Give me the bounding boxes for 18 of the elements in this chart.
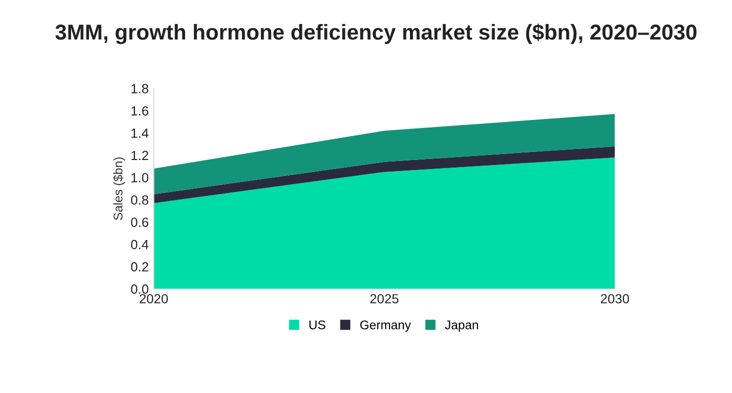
y-tick-label: 1.4 — [132, 128, 148, 138]
y-tick-label: 0.4 — [131, 240, 148, 250]
y-tick-label: 0.2 — [131, 262, 148, 272]
y-tick-label: 0.0 — [131, 284, 148, 294]
y-axis-title: Sales ($bn) — [113, 157, 125, 220]
x-tick-label: 2020 — [140, 294, 168, 304]
y-tick-label: 1.2 — [132, 150, 148, 160]
y-tick-label: 1.8 — [132, 84, 148, 94]
x-tick-label: 2030 — [600, 294, 630, 304]
y-tick-label: 1.6 — [132, 106, 148, 116]
legend-label: Germany — [360, 320, 412, 332]
y-tick-label: 1.0 — [132, 173, 148, 182]
y-tick-label: 0.8 — [131, 195, 148, 205]
legend-label: US — [309, 320, 326, 330]
legend-label: Japan — [444, 320, 478, 332]
x-tick-label: 2025 — [370, 294, 398, 304]
y-tick-label: 0.6 — [131, 218, 148, 227]
chart-title: 3MM, growth hormone deficiency market size ($bn), 2020–2030 — [55, 24, 696, 44]
